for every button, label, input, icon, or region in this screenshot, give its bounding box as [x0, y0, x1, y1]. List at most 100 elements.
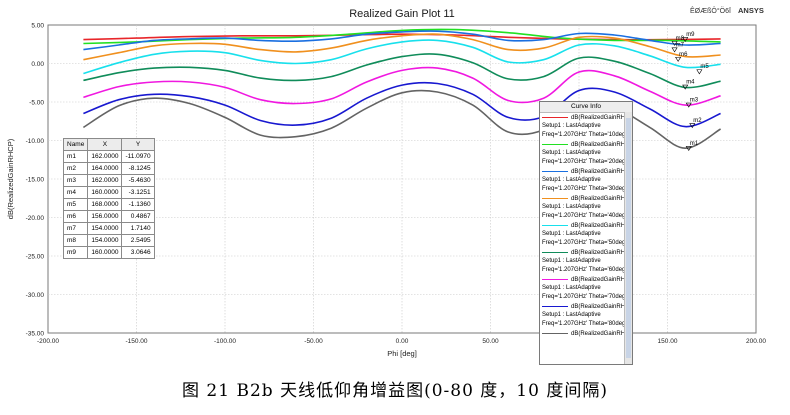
legend-scrollbar-thumb[interactable] [626, 118, 631, 358]
x-axis-label: Phi [deg] [387, 349, 417, 358]
legend-series-name: dB(RealizedGainRHCP) [571, 195, 633, 202]
marker-table-header-y: Y [121, 138, 155, 151]
legend-series-name: dB(RealizedGainRHCP) [571, 168, 633, 175]
legend-swatch [542, 117, 568, 118]
legend-entry: dB(RealizedGainRHCP) Setup1 : LastAdaptiv… [540, 194, 632, 221]
series-lines [82, 28, 722, 150]
marker-table-row: m8 154.0000 2.5495 [62, 234, 155, 247]
marker-x-cell: 156.0000 [87, 210, 123, 223]
marker-m1 [685, 146, 692, 152]
legend-series-name: dB(RealizedGainRHCP) [571, 330, 633, 337]
marker-x-cell: 162.0000 [87, 174, 123, 187]
y-tick-label: -15.00 [26, 177, 45, 184]
y-tick-label: -20.00 [26, 215, 45, 222]
figure-caption: 图 21 B2b 天线低仰角增益图(0-80 度，10 度间隔) [182, 381, 608, 401]
legend-swatch [542, 171, 568, 172]
marker-x-cell: 168.0000 [87, 198, 123, 211]
legend-freq-text: Freq='1.207GHz' Theta='30deg' [542, 186, 627, 192]
legend-swatch [542, 198, 568, 199]
marker-label-m7: m7 [676, 42, 685, 48]
ansys-logo: ANSYS [738, 6, 764, 15]
legend-series-name: dB(RealizedGainRHCP) [571, 114, 633, 121]
series-line-3 [83, 30, 721, 51]
legend-setup-text: Setup1 : LastAdaptive [542, 312, 601, 318]
legend-swatch [542, 225, 568, 226]
marker-name-cell: m5 [62, 198, 89, 211]
legend-series-row: dB(RealizedGainRHCP) [542, 275, 633, 284]
curve-info-legend[interactable]: Curve Info dB(RealizedGainRHCP) Setup1 : … [539, 101, 633, 365]
marker-m7 [671, 47, 678, 53]
y-tick-label: -30.00 [26, 292, 45, 299]
legend-series-name: dB(RealizedGainRHCP) [571, 303, 633, 310]
y-tick-label: -35.00 [26, 331, 45, 338]
legend-entry: dB(RealizedGainRHCP) Setup1 : LastAdaptiv… [540, 275, 632, 302]
marker-y-cell: -1.1360 [121, 198, 155, 211]
marker-label-m3: m3 [690, 98, 699, 104]
legend-swatch [542, 306, 568, 307]
marker-x-cell: 162.0000 [87, 150, 123, 163]
series-line-8 [83, 81, 721, 128]
marker-name-cell: m6 [62, 210, 89, 223]
marker-table-row: m6 156.0000 0.4867 [62, 210, 155, 223]
legend-series-row: dB(RealizedGainRHCP) [542, 302, 633, 311]
x-tick-label: -50.00 [304, 338, 323, 345]
legend-setup-text: Setup1 : LastAdaptive [542, 177, 601, 183]
marker-name-cell: m9 [62, 246, 89, 259]
marker-m6 [675, 56, 682, 62]
legend-freq-text: Freq='1.207GHz' Theta='80deg' [542, 321, 627, 327]
series-line-7 [83, 66, 721, 106]
marker-table-header: Name X Y [62, 138, 155, 151]
marker-table-header-name: Name [62, 138, 89, 151]
marker-label-m8: m8 [676, 36, 685, 42]
marker-table-row: m7 154.0000 1.7140 [62, 222, 155, 235]
marker-table-row: m2 164.0000 -8.1245 [62, 162, 155, 175]
marker-x-cell: 154.0000 [87, 234, 123, 247]
x-tick-label: 150.00 [658, 338, 678, 345]
y-tick-label: 0.00 [31, 61, 44, 68]
marker-x-cell: 164.0000 [87, 162, 123, 175]
marker-y-cell: 2.5495 [121, 234, 155, 247]
legend-setup-text: Setup1 : LastAdaptive [542, 285, 601, 291]
marker-name-cell: m3 [62, 174, 89, 187]
legend-entry: dB(RealizedGainRHCP) [540, 329, 632, 338]
legend-series-row: dB(RealizedGainRHCP) [542, 140, 632, 149]
x-tick-label: 0.00 [396, 338, 409, 345]
legend-swatch [542, 333, 568, 334]
marker-table-body: m1 162.0000 -11.0970 m2 164.0000 -8.1245 m3 162… [62, 150, 155, 259]
legend-setup-text: Setup1 : LastAdaptive [542, 258, 601, 264]
marker-m8 [671, 41, 678, 46]
marker-y-cell: 0.4867 [121, 210, 155, 223]
marker-y-cell: 3.0646 [121, 246, 155, 259]
legend-setup-text: Setup1 : LastAdaptive [542, 231, 601, 237]
marker-m9 [682, 37, 689, 42]
legend-series-row: dB(RealizedGainRHCP) [542, 329, 633, 338]
legend-swatch [542, 252, 568, 253]
legend-series-row: dB(RealizedGainRHCP) [542, 113, 633, 122]
legend-freq-text: Freq='1.207GHz' Theta='40deg' [542, 213, 627, 219]
y-tick-label: -10.00 [26, 138, 45, 145]
x-tick-label: -100.00 [214, 338, 236, 345]
legend-scrollbar[interactable] [624, 112, 632, 364]
marker-table-row: m4 160.0000 -3.1251 [62, 186, 155, 199]
legend-series-row: dB(RealizedGainRHCP) [542, 248, 632, 257]
chart-title: Realized Gain Plot 11 [349, 8, 455, 20]
grid [48, 25, 756, 333]
marker-x-cell: 160.0000 [87, 246, 123, 259]
marker-table-row: m9 160.0000 3.0646 [62, 246, 155, 259]
legend-title: Curve Info [540, 102, 632, 113]
legend-series-name: dB(RealizedGainRHCP) [571, 276, 633, 283]
marker-m3 [685, 102, 692, 108]
legend-freq-text: Freq='1.207GHz' Theta='70deg' [542, 294, 627, 300]
marker-table-row: m1 162.0000 -11.0970 [62, 150, 155, 163]
series-line-6 [83, 53, 721, 89]
legend-setup-text: Setup1 : LastAdaptive [542, 204, 601, 210]
x-tick-label: -200.00 [37, 338, 59, 345]
marker-m2 [689, 123, 696, 129]
legend-swatch [542, 279, 568, 280]
marker-name-cell: m4 [62, 186, 89, 199]
marker-label-m9: m9 [686, 32, 695, 38]
marker-label-m4: m4 [686, 80, 695, 86]
marker-table: Name X Y m1 162.0000 -11.0970 m2 164.0000 -8.… [62, 138, 155, 259]
